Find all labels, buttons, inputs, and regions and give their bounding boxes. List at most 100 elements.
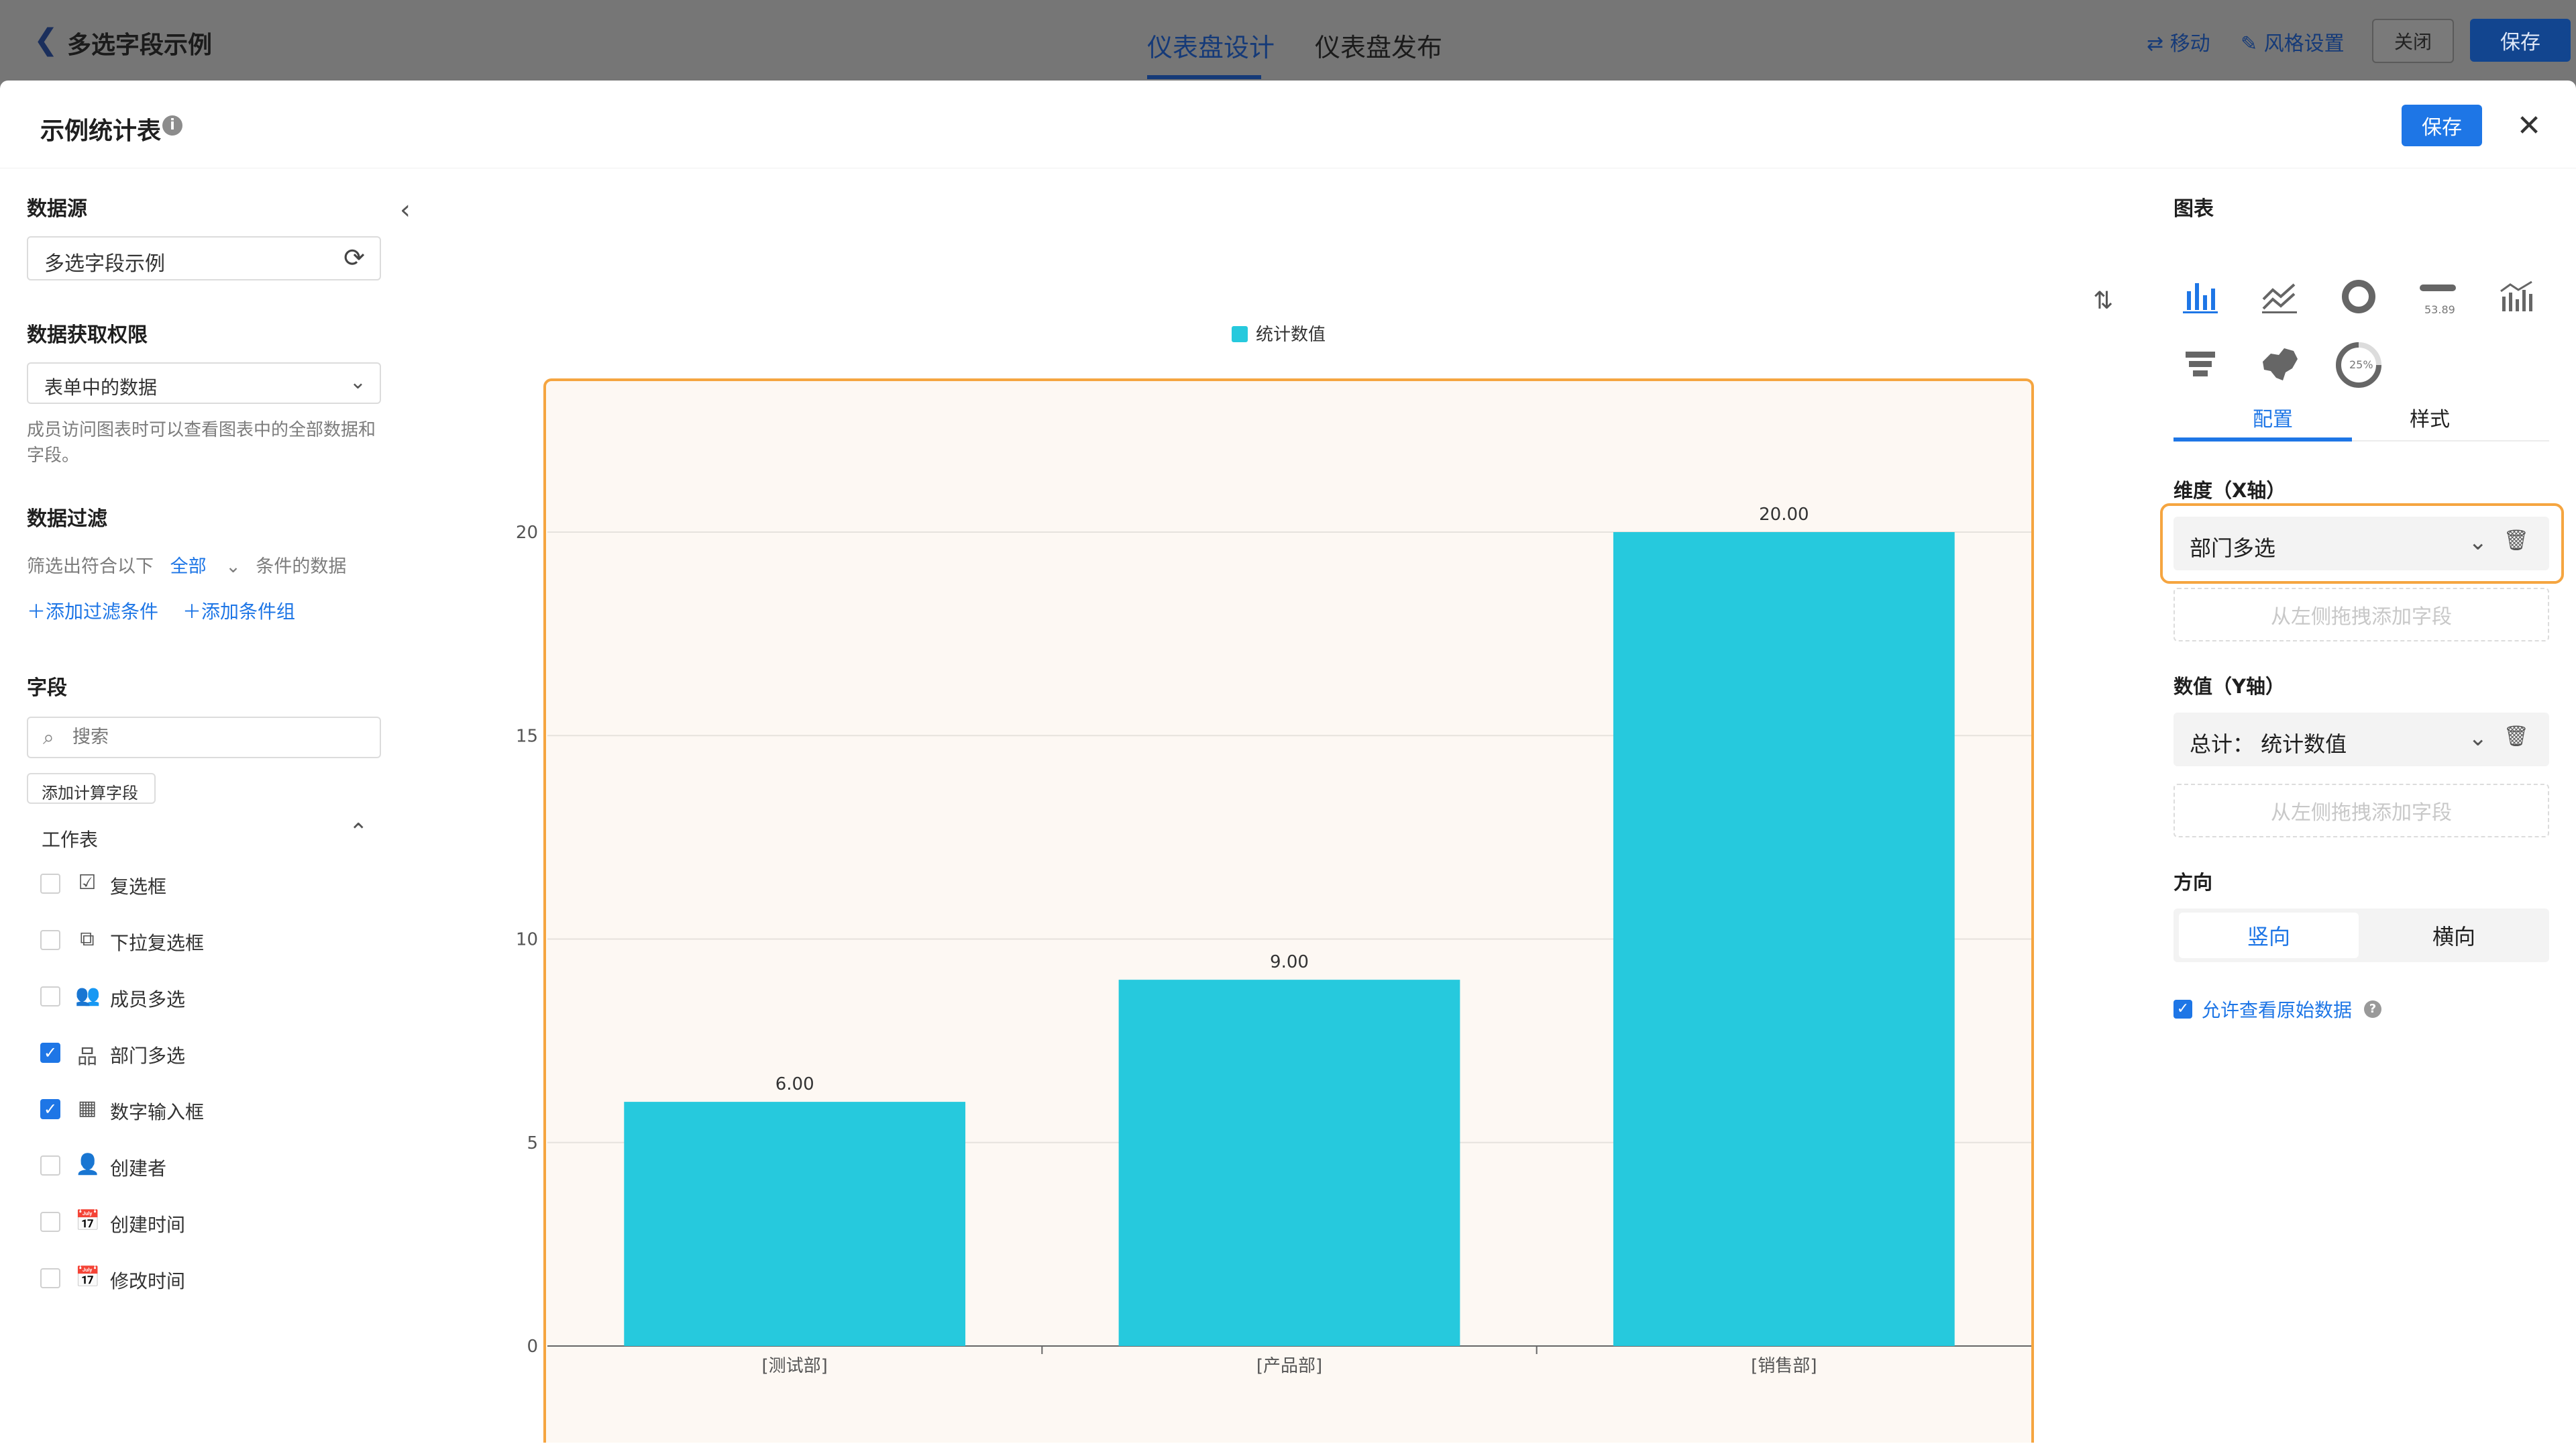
gauge-chart-icon[interactable]: 25%	[2332, 338, 2385, 392]
checkbox-checked-icon[interactable]: ✓	[40, 1099, 60, 1119]
chevron-down-icon[interactable]: ⌄	[2469, 529, 2488, 556]
chevron-down-icon[interactable]: ⌄	[225, 556, 241, 577]
swap-axes-icon[interactable]: ⇅	[2093, 287, 2113, 315]
measure-field[interactable]: 总计： 统计数值 ⌄ 🗑	[2174, 713, 2549, 766]
calendar-icon: 📅	[75, 1265, 99, 1289]
tab-config[interactable]: 配置	[2253, 403, 2293, 432]
bar-chart-icon[interactable]	[2174, 270, 2227, 323]
info-icon[interactable]: i	[162, 115, 182, 136]
y-tick-label: 15	[516, 726, 538, 746]
collapse-panel-icon[interactable]: ‹	[400, 195, 411, 225]
swap-icon: ⇄	[2147, 32, 2163, 56]
direction-segmented: 竖向 横向	[2174, 909, 2549, 962]
checkbox-checked-icon[interactable]: ✓	[40, 1043, 60, 1063]
chart-type-sample-text: 25%	[2349, 358, 2373, 371]
bar-chart: 0 5 10 15 20 6.00 [测试部] 9.00 [产品部] 20.00 [销售部] 统计数值	[470, 168, 2120, 1443]
filter-scope-select[interactable]: 全部	[170, 556, 207, 577]
legend-swatch	[1232, 326, 1248, 342]
move-button[interactable]: ⇄ 移动	[2147, 27, 2210, 56]
plus-icon: ＋	[182, 601, 201, 623]
calendar-icon: 📅	[75, 1209, 99, 1233]
field-item[interactable]: ☑ 复选框	[40, 870, 389, 899]
field-search-input[interactable]	[71, 726, 369, 748]
checkbox[interactable]	[40, 1268, 60, 1288]
datasource-select[interactable]: 多选字段示例 ⟳	[27, 236, 381, 280]
x-tick-label: [产品部]	[1256, 1356, 1322, 1376]
data-label: 20.00	[1759, 505, 1809, 525]
checkbox[interactable]	[40, 930, 60, 950]
tab-style[interactable]: 样式	[2410, 403, 2450, 432]
dimension-field[interactable]: 部门多选 ⌄ 🗑	[2174, 517, 2549, 570]
donut-chart-icon[interactable]	[2332, 270, 2385, 323]
trash-icon[interactable]: 🗑	[2504, 725, 2529, 748]
brush-icon: ✎	[2241, 32, 2257, 56]
field-item[interactable]: ✓ ▦ 数字输入框	[40, 1095, 389, 1125]
chevron-down-icon: ⌄	[350, 370, 366, 394]
legend-label: 统计数值	[1256, 325, 1326, 345]
checkbox[interactable]	[40, 874, 60, 894]
add-filter-condition-button[interactable]: ＋添加过滤条件	[27, 597, 158, 624]
field-item[interactable]: ⧉ 下拉复选框	[40, 926, 389, 955]
help-icon[interactable]: ?	[2364, 1000, 2381, 1018]
filter-sentence: 筛选出符合以下 全部 ⌄ 条件的数据	[27, 552, 346, 578]
field-search-box[interactable]: ⌕	[27, 717, 381, 758]
line-chart-icon[interactable]	[2253, 270, 2306, 323]
field-item[interactable]: 👤 创建者	[40, 1151, 389, 1181]
checkbox[interactable]	[40, 1212, 60, 1232]
permission-select[interactable]: 表单中的数据 ⌄	[27, 362, 381, 404]
field-item[interactable]: ✓ 品部门多选	[40, 1039, 389, 1068]
measure-title: 数值（Y轴）	[2174, 671, 2285, 699]
close-icon[interactable]: ✕	[2509, 105, 2549, 146]
data-label: 6.00	[775, 1074, 814, 1094]
app-title: 多选字段示例	[67, 25, 212, 60]
checkbox[interactable]	[40, 986, 60, 1006]
tab-dashboard-design[interactable]: 仪表盘设计	[1147, 27, 1275, 64]
add-calculated-field-button[interactable]: 添加计算字段	[27, 773, 156, 804]
number-input-icon: ▦	[75, 1096, 99, 1120]
y-tick-label: 5	[527, 1133, 538, 1153]
field-item[interactable]: 📅 创建时间	[40, 1208, 389, 1237]
chevron-left-icon[interactable]: ❮	[34, 23, 58, 57]
field-item-label: 修改时间	[110, 1267, 185, 1294]
field-item-label: 创建时间	[110, 1210, 185, 1237]
close-button[interactable]: 关闭	[2372, 19, 2454, 63]
fields-title: 字段	[27, 671, 67, 701]
refresh-icon[interactable]: ⟳	[343, 243, 365, 272]
field-item-label: 创建者	[110, 1154, 166, 1181]
direction-title: 方向	[2174, 867, 2212, 895]
checkbox[interactable]	[40, 1155, 60, 1176]
measure-drop-zone[interactable]: 从左侧拖拽添加字段	[2174, 784, 2549, 837]
checkbox-checked-icon[interactable]: ✓	[2174, 1000, 2192, 1019]
map-chart-icon[interactable]	[2253, 338, 2306, 392]
permission-value: 表单中的数据	[44, 373, 157, 400]
permission-title: 数据获取权限	[27, 318, 148, 348]
add-condition-group-button[interactable]: ＋添加条件组	[182, 597, 295, 624]
field-item-label: 下拉复选框	[110, 929, 204, 955]
modal-title: 示例统计表	[40, 111, 161, 146]
chevron-down-icon[interactable]: ⌄	[2469, 725, 2488, 752]
field-item[interactable]: 👥 成员多选	[40, 982, 389, 1012]
trash-icon[interactable]: 🗑	[2504, 529, 2529, 552]
direction-horizontal-option[interactable]: 横向	[2364, 913, 2544, 958]
indicator-card-icon[interactable]: 53.89	[2411, 270, 2465, 323]
top-bar: ❮ 多选字段示例 仪表盘设计 仪表盘发布 ⇄ 移动 ✎ 风格设置 关闭 保存	[0, 0, 2576, 81]
dimension-drop-zone[interactable]: 从左侧拖拽添加字段	[2174, 588, 2549, 641]
chevron-up-icon[interactable]: ⌃	[349, 819, 368, 845]
active-tab-indicator	[2174, 437, 2352, 442]
x-tick-label: [测试部]	[762, 1356, 828, 1376]
field-item-label: 复选框	[110, 872, 166, 899]
tab-dashboard-publish[interactable]: 仪表盘发布	[1315, 27, 1442, 64]
combo-chart-icon[interactable]	[2490, 270, 2544, 323]
save-button[interactable]: 保存	[2470, 19, 2571, 62]
modal-save-button[interactable]: 保存	[2402, 105, 2482, 146]
field-item-label: 数字输入框	[110, 1098, 204, 1125]
style-settings-button[interactable]: ✎ 风格设置	[2241, 27, 2345, 56]
allow-raw-data-toggle[interactable]: ✓ 允许查看原始数据 ?	[2174, 996, 2381, 1023]
funnel-chart-icon[interactable]	[2174, 338, 2227, 392]
direction-vertical-option[interactable]: 竖向	[2179, 913, 2359, 958]
y-tick-label: 20	[516, 523, 538, 543]
left-panel: ‹ 数据源 多选字段示例 ⟳ 数据获取权限 表单中的数据 ⌄ 成员访问图表时可以…	[0, 168, 429, 1443]
bar	[1613, 532, 1955, 1346]
modal-header: 示例统计表 i 保存 ✕	[0, 81, 2576, 168]
field-item[interactable]: 📅 修改时间	[40, 1264, 389, 1294]
